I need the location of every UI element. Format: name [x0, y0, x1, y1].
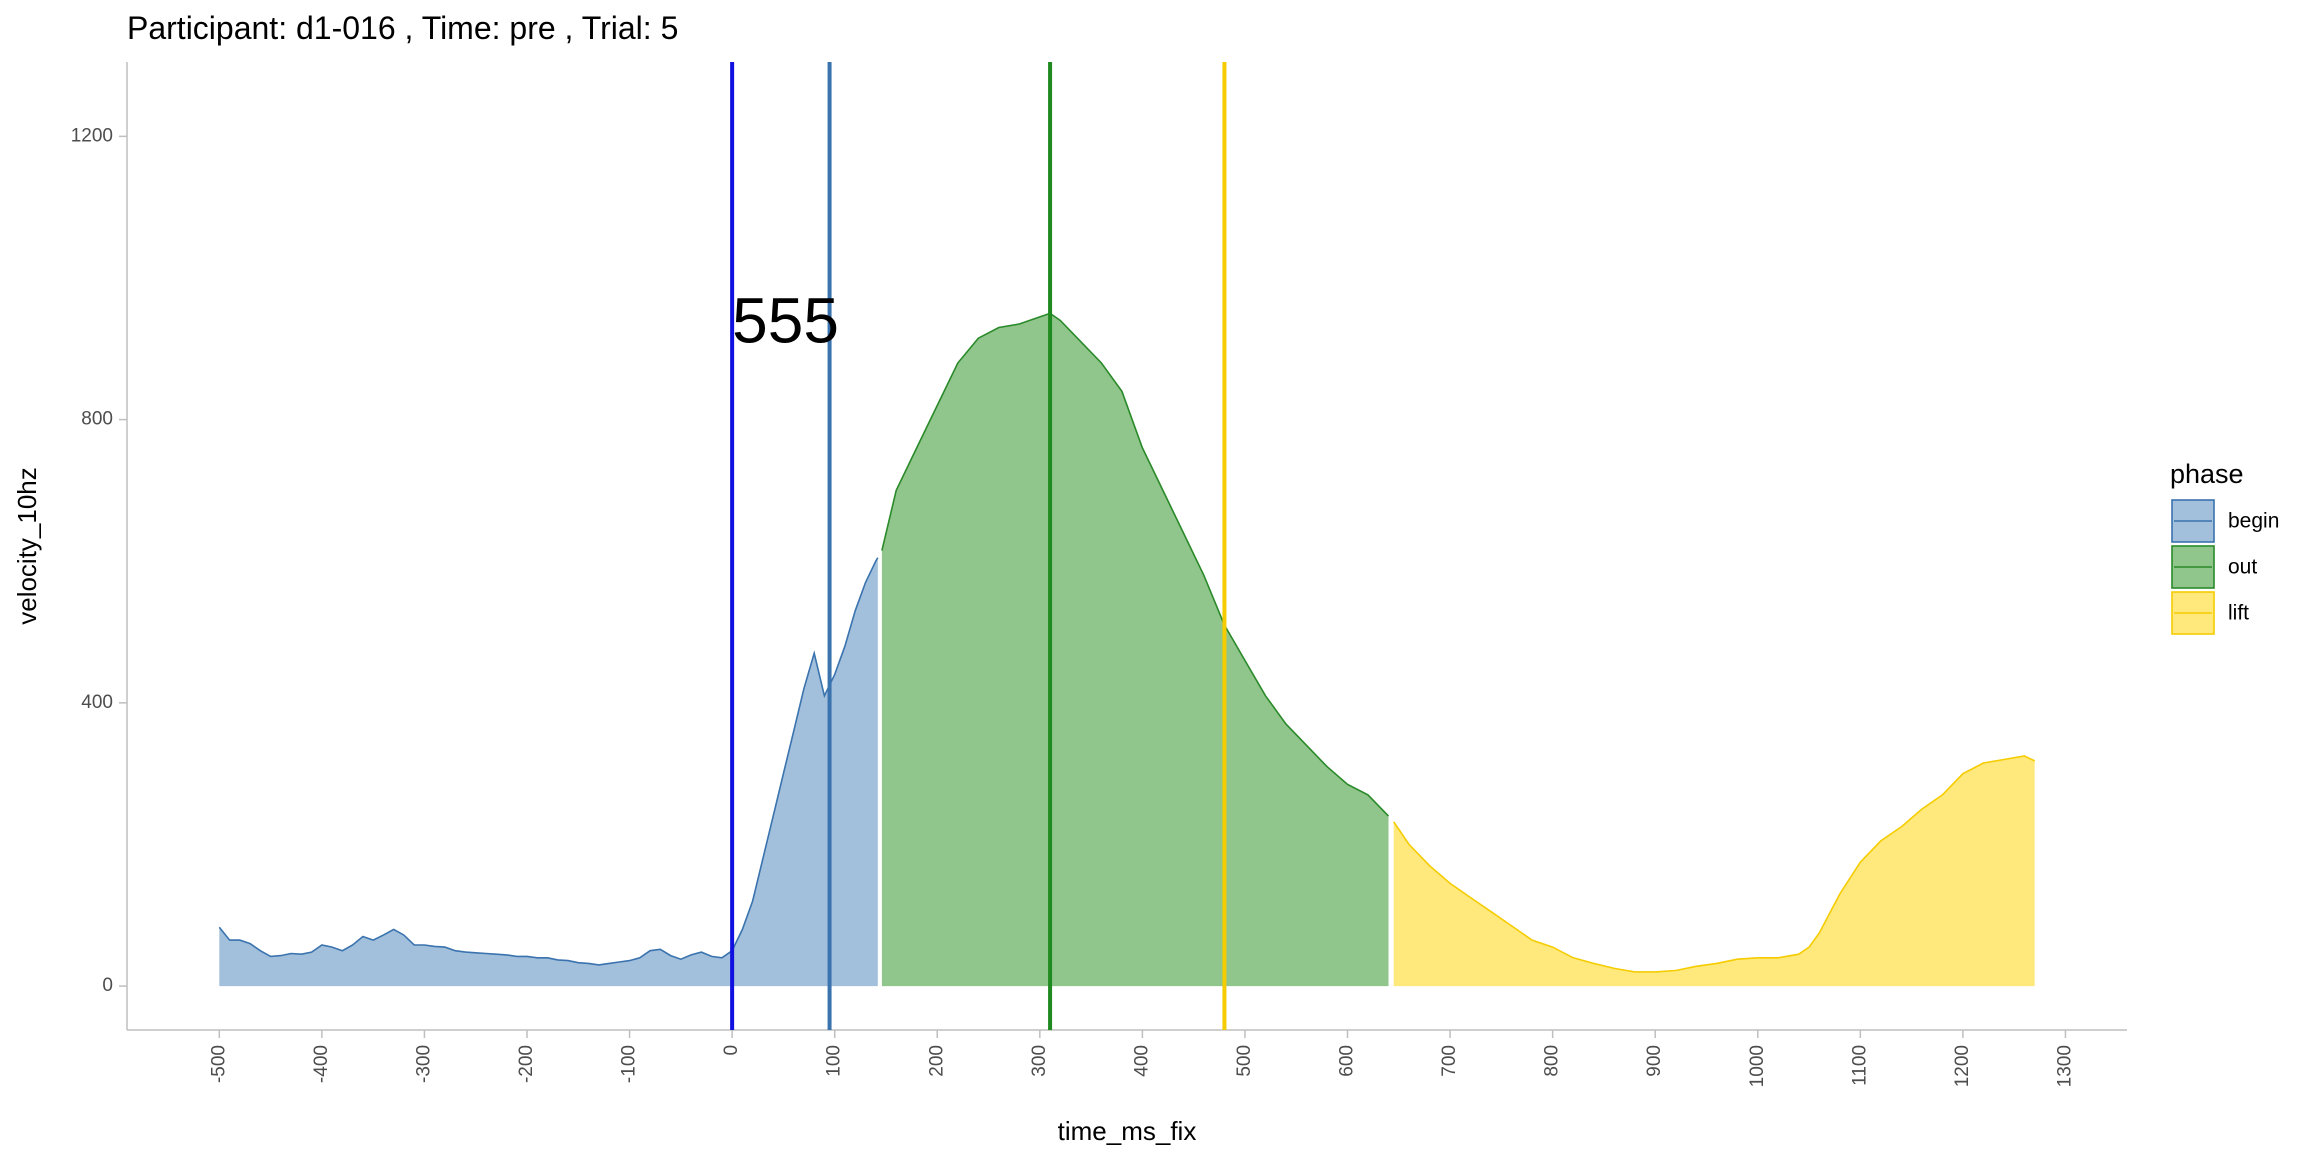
area-out: [881, 313, 1389, 987]
x-tick-label: 500: [1234, 1045, 1255, 1077]
x-tick-label: 900: [1644, 1045, 1665, 1077]
y-tick-label: 1200: [71, 125, 113, 146]
vertical-lines-group: [730, 62, 1227, 1030]
annotation-label: 555: [732, 284, 839, 356]
x-tick-label: 0: [721, 1045, 742, 1056]
y-tick-label: 400: [81, 692, 113, 713]
y-ticks-group: 0 400 800 1200: [71, 125, 127, 996]
x-tick-label: 800: [1542, 1045, 1563, 1077]
y-tick-label: 0: [102, 975, 113, 996]
legend-title: phase: [2170, 459, 2244, 489]
legend: phase begin out lift: [2170, 459, 2279, 635]
legend-label: begin: [2228, 510, 2279, 533]
legend-label: out: [2228, 556, 2257, 579]
area-begin: [219, 557, 878, 987]
legend-item-out: out: [2171, 545, 2257, 589]
x-tick-label: -300: [413, 1045, 434, 1083]
x-tick-label: -100: [619, 1045, 640, 1083]
x-tick-label: -400: [311, 1045, 332, 1083]
x-tick-label: 100: [824, 1045, 845, 1077]
x-axis-title: time_ms_fix: [1058, 1116, 1197, 1146]
line-begin: [218, 557, 879, 966]
area-lift: [1393, 756, 2035, 987]
x-tick-label: 300: [1029, 1045, 1050, 1077]
x-tick-label: 600: [1337, 1045, 1358, 1077]
legend-entries: begin out lift: [2171, 499, 2279, 635]
x-tick-label: 400: [1131, 1045, 1152, 1077]
x-tick-label: -200: [516, 1045, 537, 1083]
x-tick-label: 1100: [1849, 1045, 1870, 1086]
y-axis-title: velocity_10hz: [12, 467, 42, 625]
line-lift: [1393, 755, 2036, 973]
y-tick-label: 800: [81, 409, 113, 430]
x-tick-label: 200: [926, 1045, 947, 1077]
line-out: [881, 312, 1390, 817]
x-tick-label: 1200: [1952, 1045, 1973, 1087]
annotations-group: 555: [732, 284, 839, 356]
legend-item-begin: begin: [2171, 499, 2279, 543]
x-ticks-group: -500 -400 -300 -200 -100 0 100 200 300 400 500 600 7…: [208, 1030, 2076, 1087]
area-series-group: [218, 312, 2036, 987]
legend-label: lift: [2228, 602, 2249, 625]
legend-item-lift: lift: [2171, 591, 2249, 635]
x-tick-label: 1000: [1747, 1045, 1768, 1087]
plot-title: Participant: d1-016 , Time: pre , Trial:…: [127, 10, 678, 46]
x-tick-label: 1300: [2055, 1045, 2076, 1087]
x-tick-label: -500: [208, 1045, 229, 1083]
x-tick-label: 700: [1439, 1045, 1460, 1077]
